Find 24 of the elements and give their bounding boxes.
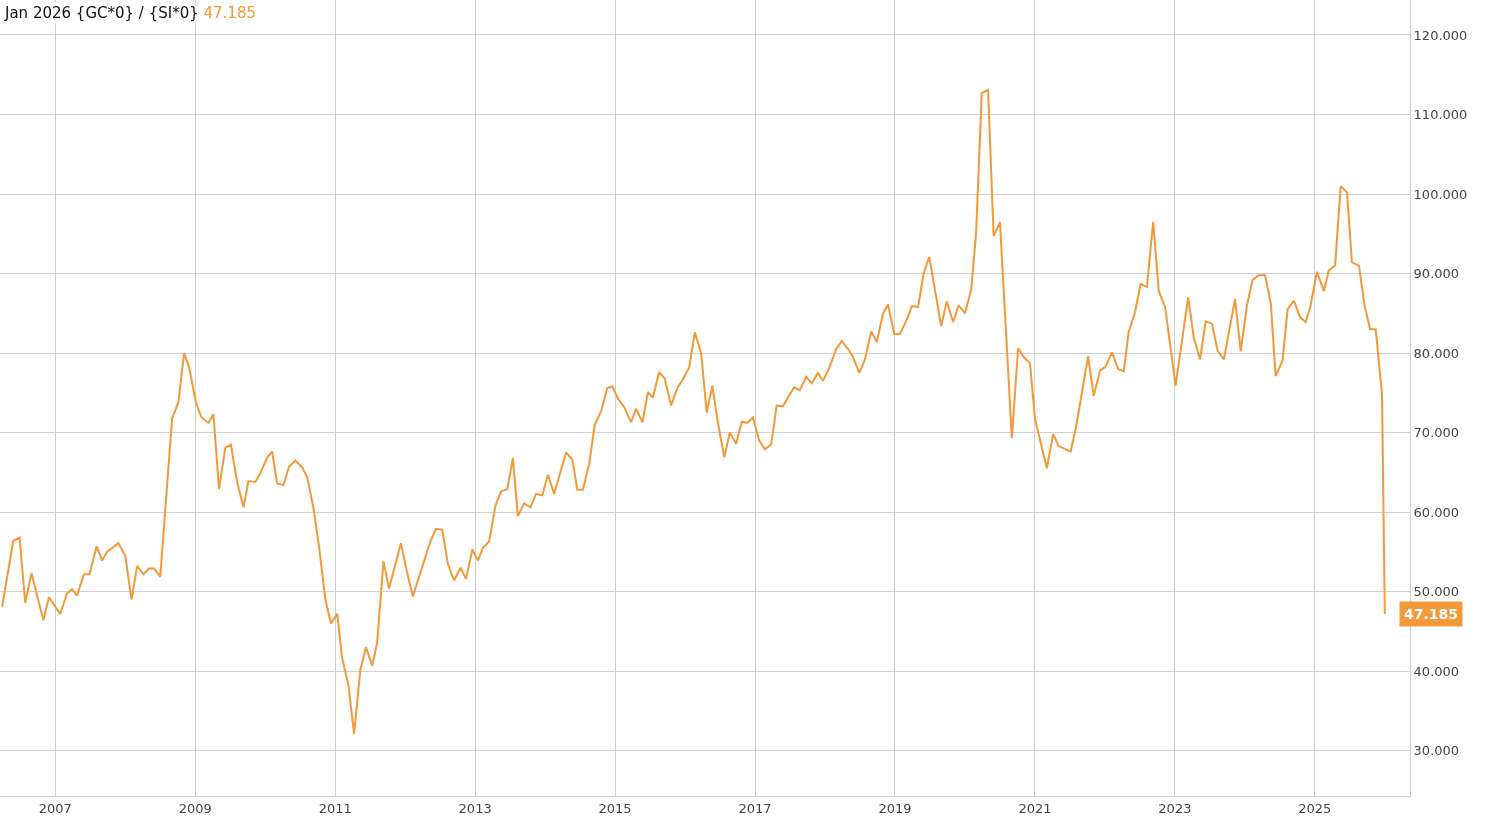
x-tick-label: 2021 — [1018, 800, 1052, 816]
y-tick-label: 50.000 — [1413, 584, 1460, 600]
x-tick-label: 2019 — [878, 800, 912, 816]
x-tick-label: 2023 — [1158, 800, 1192, 816]
y-tick-label: 80.000 — [1413, 345, 1460, 361]
x-tick-label: 2025 — [1298, 800, 1332, 816]
x-tick-label: 2007 — [38, 800, 72, 816]
y-tick-label: 30.000 — [1413, 743, 1460, 759]
y-tick-label: 120.000 — [1413, 27, 1468, 43]
x-tick-label: 2013 — [458, 800, 492, 816]
y-tick-label: 70.000 — [1413, 425, 1460, 441]
chart-title: Jan 2026 {GC*0} / {SI*0} — [5, 4, 199, 22]
y-tick-label: 110.000 — [1413, 107, 1468, 123]
y-tick-label: 60.000 — [1413, 504, 1460, 520]
x-tick-label: 2009 — [178, 800, 212, 816]
x-tick-label: 2011 — [318, 800, 352, 816]
x-tick-label: 2017 — [738, 800, 772, 816]
line-series — [1, 88, 1386, 735]
y-tick-label: 100.000 — [1413, 186, 1468, 202]
y-tick-label: 40.000 — [1413, 663, 1460, 679]
annotation: 47.185 — [1404, 606, 1459, 622]
annotation: 47.185 — [203, 4, 256, 22]
y-tick-label: 90.000 — [1413, 266, 1460, 282]
x-tick-label: 2015 — [598, 800, 632, 816]
